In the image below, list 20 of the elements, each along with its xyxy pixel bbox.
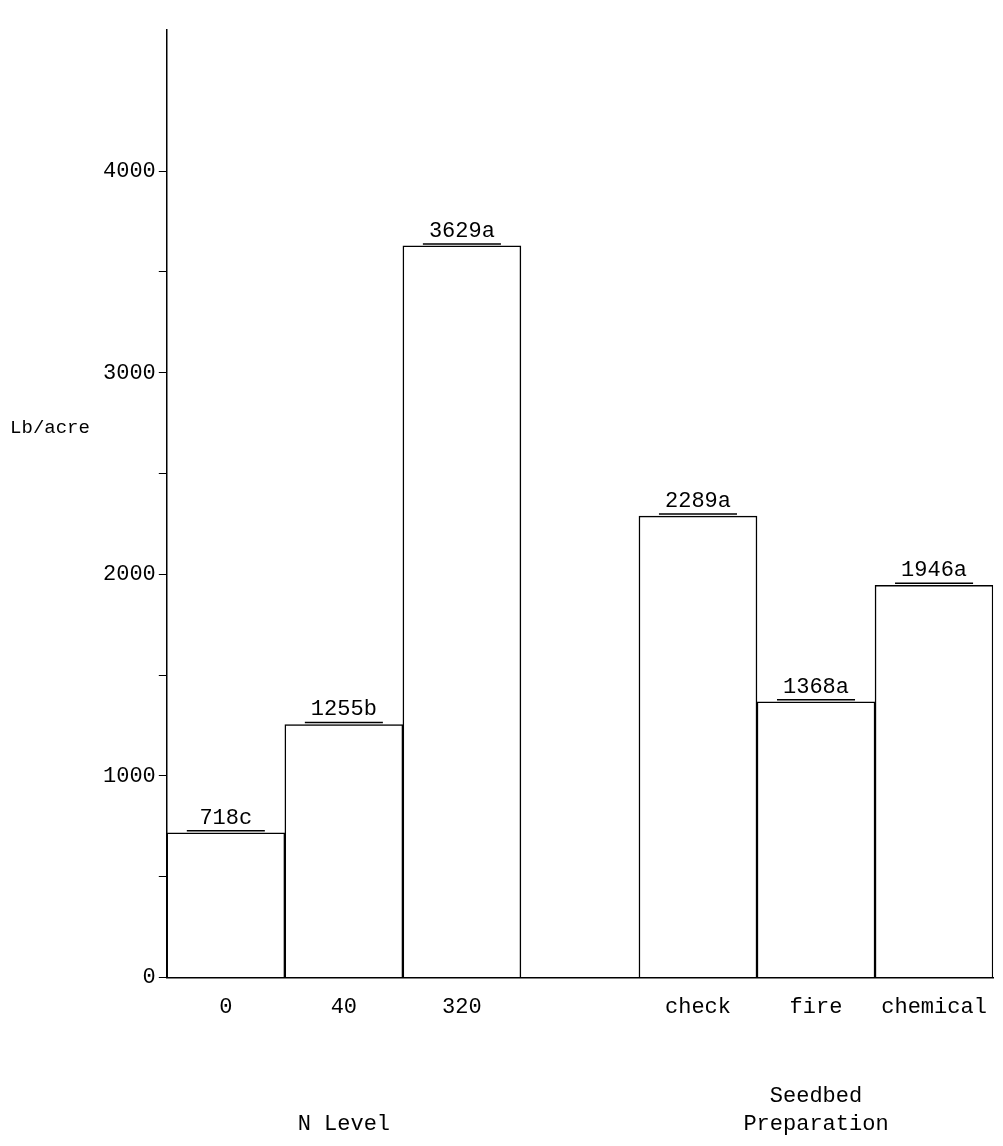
y-tick-label: 4000: [103, 158, 156, 184]
x-tick-label: check: [664, 994, 731, 1020]
data-label: 1368a: [783, 674, 850, 700]
x-tick-label: 320: [442, 994, 482, 1020]
data-label: 718c: [199, 805, 253, 831]
x-tick-label: 40: [330, 994, 358, 1020]
text: Seedbed Preparation: [743, 1084, 889, 1137]
y-tick-label: 2000: [103, 562, 156, 588]
x-tick-label: chemical: [881, 994, 987, 1020]
x-tick-label: fire: [789, 994, 843, 1020]
data-label: 3629a: [428, 218, 495, 244]
data-label: 1946a: [901, 558, 968, 584]
text: N Level: [297, 1112, 391, 1137]
data-label: 2289a: [664, 488, 731, 514]
data-label: 1255b: [310, 697, 377, 723]
y-tick-label: 1000: [103, 763, 156, 789]
x-tick-label: 0: [219, 994, 233, 1020]
y-tick-label: 3000: [103, 360, 156, 386]
y-tick-label: 0: [142, 965, 156, 991]
y-axis-title: Lb/acre: [10, 417, 90, 440]
